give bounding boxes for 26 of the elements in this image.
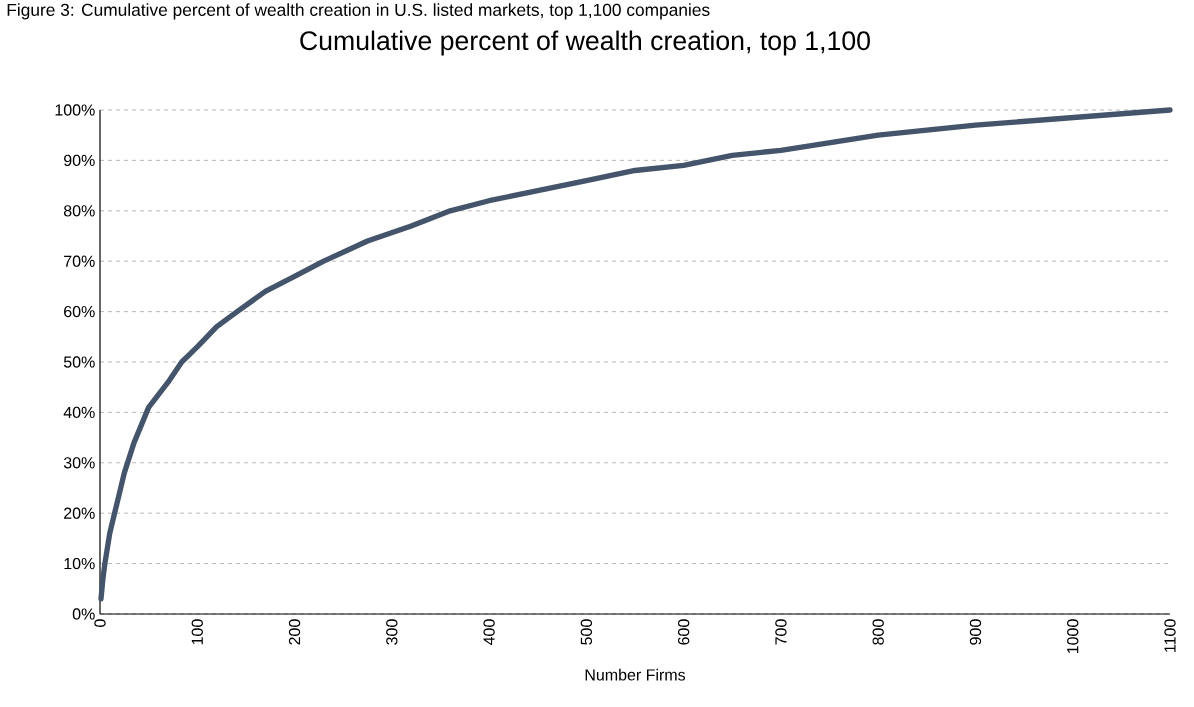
y-tick-label: 60% xyxy=(64,305,95,318)
x-tick-label: 1000 xyxy=(1067,619,1079,654)
y-tick-label: 70% xyxy=(64,255,95,267)
y-tick-label: 30% xyxy=(63,457,95,469)
y-tick-label: 50% xyxy=(63,356,95,368)
y-tick-label: 0% xyxy=(72,608,95,620)
x-tick-label: 900 xyxy=(969,619,982,645)
x-tick-label: 200 xyxy=(288,619,301,645)
y-tick-label: 80% xyxy=(63,205,95,217)
caption: Figure 3: Cumulative percent of wealth creation in U.S. listed markets, top 1,100 companies xyxy=(7,3,710,20)
x-tick-label: 300 xyxy=(386,619,398,645)
x-tick-label: 800 xyxy=(872,619,884,645)
x-tick-label: 600 xyxy=(677,619,690,645)
chart-title: Cumulative percent of wealth creation, top 1,100 xyxy=(300,30,870,56)
y-tick-label: 10% xyxy=(64,557,95,570)
x-tick-label: 700 xyxy=(775,619,787,645)
x-axis-title: Number Firms xyxy=(585,668,686,681)
y-tick-label: 20% xyxy=(64,507,95,519)
x-tick-label: 500 xyxy=(580,619,593,645)
x-tick-label: 1100 xyxy=(1164,619,1176,652)
x-tick-label: 0 xyxy=(94,619,106,627)
y-tick-label: 90% xyxy=(64,154,95,167)
y-tick-label: 40% xyxy=(63,406,95,419)
y-tick-label: 100% xyxy=(55,104,95,116)
x-tick-label: 100 xyxy=(191,619,203,645)
x-tick-label: 400 xyxy=(483,619,495,646)
